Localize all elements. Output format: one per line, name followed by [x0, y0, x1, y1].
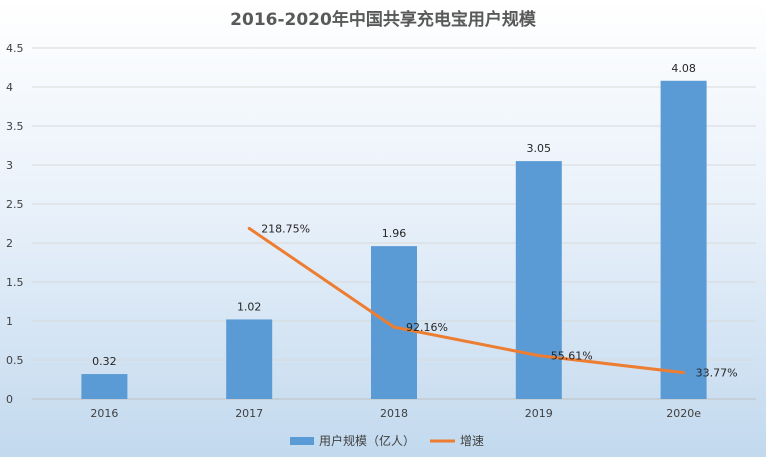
- x-tick-label: 2020e: [666, 407, 701, 420]
- line-data-label: 92.16%: [406, 321, 448, 334]
- bar-data-label: 4.08: [671, 62, 696, 75]
- bar-data-label: 3.05: [527, 142, 552, 155]
- x-tick-label: 2018: [380, 407, 408, 420]
- y-tick-label: 0: [6, 393, 13, 406]
- legend-swatch-bar: [290, 437, 314, 445]
- legend-label-bar: 用户规模（亿人）: [319, 433, 415, 448]
- y-tick-label: 3: [6, 159, 13, 172]
- y-tick-label: 2: [6, 237, 13, 250]
- bar-data-label: 0.32: [92, 355, 117, 368]
- y-tick-label: 1: [6, 315, 13, 328]
- y-tick-label: 4: [6, 81, 13, 94]
- bar-series: [81, 80, 707, 399]
- gridlines: [32, 47, 756, 400]
- line-point: [392, 325, 396, 329]
- bar: [81, 374, 128, 399]
- y-tick-label: 0.5: [6, 354, 24, 367]
- bar-data-label: 1.02: [237, 300, 262, 313]
- x-tick-label: 2017: [235, 407, 263, 420]
- bar: [660, 80, 707, 399]
- line-point: [682, 371, 686, 375]
- line-data-label: 218.75%: [261, 222, 310, 235]
- bar: [371, 246, 417, 399]
- bar-data-label: 1.96: [382, 227, 407, 240]
- y-tick-label: 4.5: [6, 42, 24, 55]
- axis-labels: 0 0.5 1 1.5 2 2.5 3 3.5 4 4.5 2016 2017 2018 2019 2020…: [6, 42, 701, 420]
- y-tick-label: 3.5: [6, 120, 24, 133]
- line-series: [247, 226, 686, 375]
- x-tick-label: 2019: [525, 407, 553, 420]
- bar: [226, 319, 273, 399]
- bar: [515, 161, 562, 399]
- chart-title: 2016-2020年中国共享充电宝用户规模: [230, 9, 537, 30]
- line-data-label: 55.61%: [551, 350, 593, 363]
- y-tick-label: 2.5: [6, 198, 24, 211]
- legend-label-line: 增速: [460, 434, 484, 448]
- line-point: [247, 226, 251, 230]
- growth-line: [248, 227, 684, 375]
- x-tick-label: 2016: [90, 407, 118, 420]
- y-tick-label: 1.5: [6, 276, 24, 289]
- legend: 用户规模（亿人） 增速: [290, 433, 484, 448]
- data-labels: 0.32 1.02 1.96 3.05 4.08 218.75% 92.16% 55.61% 3…: [92, 62, 737, 380]
- line-data-label: 33.77%: [696, 367, 738, 380]
- line-point: [537, 354, 541, 358]
